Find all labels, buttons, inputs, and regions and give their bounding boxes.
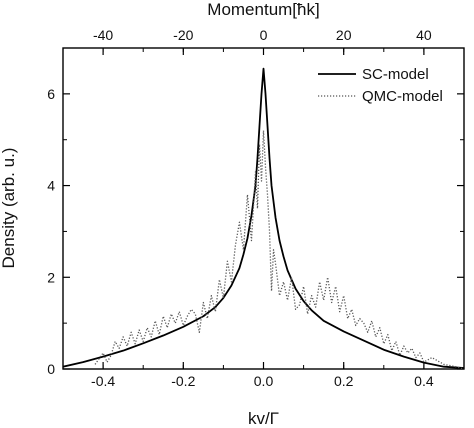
series-line-sc-model [63,67,464,369]
top-tick-label: 0 [260,27,268,43]
x-tick-label: 0.2 [334,373,354,389]
top-tick-label: -40 [93,27,113,43]
series-layer [63,67,464,369]
legend: SC-model QMC-model [318,66,443,105]
y-tick-label: 4 [47,178,55,194]
y-tick-label: 2 [47,269,55,285]
y-axis-title: Density (arb. u.) [0,148,18,269]
top-tick-label: -20 [173,27,193,43]
x-tick-label: 0.0 [254,373,274,389]
top-tick-label: 40 [416,27,432,43]
top-axis-title: Momentum[ħk] [207,0,319,19]
top-tick-label: 20 [336,27,352,43]
x-tick-label: -0.2 [171,373,195,389]
legend-label: QMC-model [362,88,443,105]
x-tick-label: 0.4 [414,373,434,389]
x-tick-label: -0.4 [91,373,115,389]
legend-label: SC-model [362,66,429,83]
series-line-qmc-model [94,129,464,369]
x-axis-title: kv/Γ [248,409,279,428]
y-tick-label: 0 [47,361,55,377]
y-tick-label: 6 [47,86,55,102]
ticks-layer: -0.4 -0.2 0.0 0.2 0.4 -40 -20 0 20 40 0 2 4 6 [47,27,465,389]
